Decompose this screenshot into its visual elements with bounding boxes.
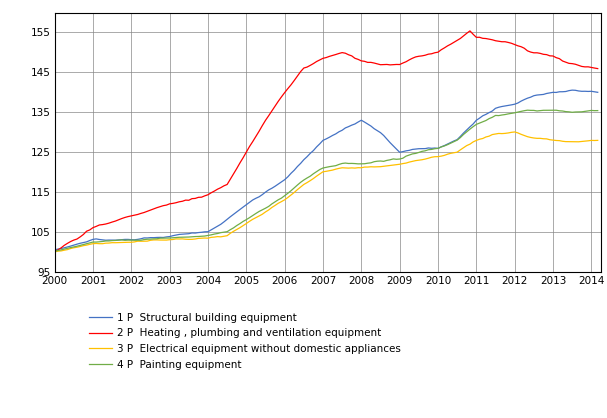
2 P  Heating , plumbing and ventilation equipment [540, 52, 547, 57]
1 P  Structural building equipment [150, 235, 157, 240]
3 P  Electrical equipment without domestic appliances [51, 250, 58, 255]
2 P  Heating , plumbing and ventilation equipment [514, 43, 521, 48]
Line: 1 P  Structural building equipment: 1 P Structural building equipment [55, 90, 598, 250]
3 P  Electrical equipment without domestic appliances [511, 130, 518, 135]
3 P  Electrical equipment without domestic appliances [390, 163, 397, 168]
4 P  Painting equipment [511, 110, 518, 115]
1 P  Structural building equipment [370, 126, 378, 131]
1 P  Structural building equipment [511, 102, 518, 107]
2 P  Heating , plumbing and ventilation equipment [594, 66, 602, 71]
4 P  Painting equipment [540, 108, 547, 113]
3 P  Electrical equipment without domestic appliances [540, 136, 547, 141]
3 P  Electrical equipment without domestic appliances [594, 138, 602, 143]
3 P  Electrical equipment without domestic appliances [431, 154, 438, 159]
2 P  Heating , plumbing and ventilation equipment [431, 50, 438, 55]
3 P  Electrical equipment without domestic appliances [514, 130, 521, 135]
1 P  Structural building equipment [431, 145, 438, 150]
Line: 4 P  Painting equipment: 4 P Painting equipment [55, 110, 598, 251]
2 P  Heating , plumbing and ventilation equipment [466, 28, 473, 33]
4 P  Painting equipment [150, 236, 157, 241]
2 P  Heating , plumbing and ventilation equipment [51, 250, 58, 255]
Legend: 1 P  Structural building equipment, 2 P  Heating , plumbing and ventilation equi: 1 P Structural building equipment, 2 P H… [87, 311, 403, 372]
1 P  Structural building equipment [569, 88, 576, 93]
1 P  Structural building equipment [537, 92, 544, 97]
2 P  Heating , plumbing and ventilation equipment [390, 62, 397, 67]
1 P  Structural building equipment [390, 143, 397, 148]
4 P  Painting equipment [51, 249, 58, 254]
Line: 2 P  Heating , plumbing and ventilation equipment: 2 P Heating , plumbing and ventilation e… [55, 31, 598, 252]
2 P  Heating , plumbing and ventilation equipment [370, 61, 378, 66]
2 P  Heating , plumbing and ventilation equipment [150, 206, 157, 212]
4 P  Painting equipment [370, 159, 378, 164]
4 P  Painting equipment [390, 156, 397, 161]
4 P  Painting equipment [431, 146, 438, 151]
4 P  Painting equipment [594, 108, 602, 113]
1 P  Structural building equipment [51, 247, 58, 252]
1 P  Structural building equipment [594, 90, 602, 95]
4 P  Painting equipment [524, 108, 531, 113]
3 P  Electrical equipment without domestic appliances [370, 164, 378, 169]
3 P  Electrical equipment without domestic appliances [150, 237, 157, 242]
Line: 3 P  Electrical equipment without domestic appliances: 3 P Electrical equipment without domesti… [55, 132, 598, 252]
